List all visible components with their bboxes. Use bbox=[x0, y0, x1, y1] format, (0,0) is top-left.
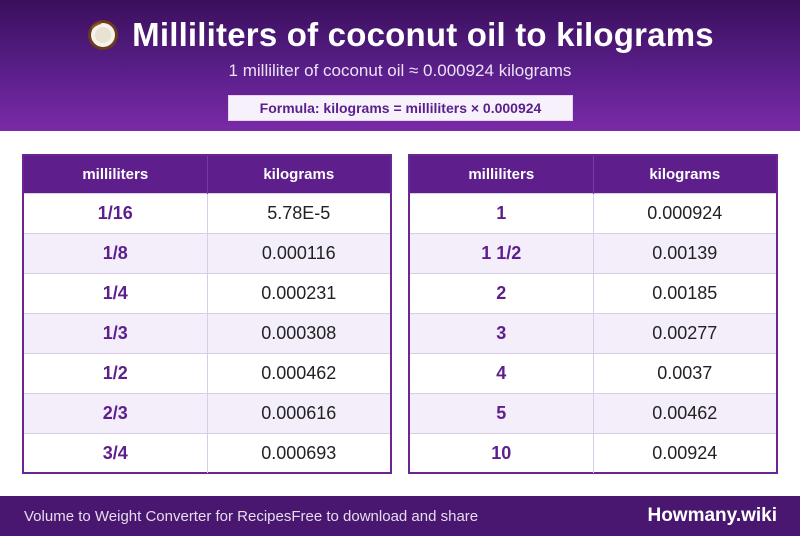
milliliters-cell: 10 bbox=[410, 432, 594, 473]
kilograms-cell: 0.0037 bbox=[593, 352, 776, 393]
milliliters-cell: 1 bbox=[410, 192, 594, 233]
milliliters-cell: 1 1/2 bbox=[410, 232, 594, 273]
column-header-milliliters: milliliters bbox=[410, 156, 594, 193]
footer-bar: Volume to Weight Converter for RecipesFr… bbox=[0, 496, 800, 536]
column-header-kilograms: kilograms bbox=[207, 156, 390, 193]
kilograms-cell: 0.00277 bbox=[593, 312, 776, 353]
table-row: 3/4 0.000693 bbox=[24, 432, 390, 473]
table-row: 5 0.00462 bbox=[410, 392, 776, 433]
kilograms-cell: 0.000231 bbox=[207, 272, 390, 313]
conversion-table-right: milliliters kilograms 1 0.000924 1 1/2 0.0… bbox=[408, 154, 778, 474]
table-row: 10 0.00924 bbox=[410, 432, 776, 473]
table-row: 1 1/2 0.00139 bbox=[410, 232, 776, 273]
table-row: 2/3 0.000616 bbox=[24, 392, 390, 433]
milliliters-cell: 1/8 bbox=[24, 232, 208, 273]
column-header-milliliters: milliliters bbox=[24, 156, 208, 193]
kilograms-cell: 0.000693 bbox=[207, 432, 390, 473]
kilograms-cell: 0.000462 bbox=[207, 352, 390, 393]
page-title: Milliliters of coconut oil to kilograms bbox=[132, 16, 714, 53]
conversion-table-left: milliliters kilograms 1/16 5.78E-5 1/8 0.0… bbox=[22, 154, 392, 474]
kilograms-cell: 5.78E-5 bbox=[207, 192, 390, 233]
header-banner: Milliliters of coconut oil to kilograms … bbox=[0, 0, 800, 131]
milliliters-cell: 2/3 bbox=[24, 392, 208, 433]
milliliters-cell: 3/4 bbox=[24, 432, 208, 473]
table-row: 4 0.0037 bbox=[410, 352, 776, 393]
kilograms-cell: 0.00462 bbox=[593, 392, 776, 433]
table-row: 1 0.000924 bbox=[410, 192, 776, 233]
kilograms-cell: 0.000616 bbox=[207, 392, 390, 433]
milliliters-cell: 1/3 bbox=[24, 312, 208, 353]
milliliters-cell: 5 bbox=[410, 392, 594, 433]
table-row: 2 0.00185 bbox=[410, 272, 776, 313]
kilograms-cell: 0.000308 bbox=[207, 312, 390, 353]
footer-brand-link[interactable]: Howmany.wiki bbox=[647, 505, 777, 526]
milliliters-cell: 4 bbox=[410, 352, 594, 393]
title-row: Milliliters of coconut oil to kilograms bbox=[0, 14, 800, 56]
table-row: 1/4 0.000231 bbox=[24, 272, 390, 313]
milliliters-cell: 3 bbox=[410, 312, 594, 353]
column-header-kilograms: kilograms bbox=[593, 156, 776, 193]
kilograms-cell: 0.000116 bbox=[207, 232, 390, 273]
milliliters-cell: 1/16 bbox=[24, 192, 208, 233]
milliliters-cell: 2 bbox=[410, 272, 594, 313]
kilograms-cell: 0.00139 bbox=[593, 232, 776, 273]
formula-box: Formula: kilograms = milliliters × 0.000… bbox=[228, 95, 573, 121]
table-row: 1/3 0.000308 bbox=[24, 312, 390, 353]
table-row: 1/16 5.78E-5 bbox=[24, 192, 390, 233]
footer-tagline: Volume to Weight Converter for RecipesFr… bbox=[24, 507, 479, 525]
table-row: 1/2 0.000462 bbox=[24, 352, 390, 393]
table-row: 1/8 0.000116 bbox=[24, 232, 390, 273]
kilograms-cell: 0.00185 bbox=[593, 272, 776, 313]
kilograms-cell: 0.000924 bbox=[593, 192, 776, 233]
coconut-icon bbox=[86, 18, 120, 52]
milliliters-cell: 1/2 bbox=[24, 352, 208, 393]
table-row: 3 0.00277 bbox=[410, 312, 776, 353]
kilograms-cell: 0.00924 bbox=[593, 432, 776, 473]
page-subtitle: 1 milliliter of coconut oil ≈ 0.000924 k… bbox=[228, 61, 572, 80]
milliliters-cell: 1/4 bbox=[24, 272, 208, 313]
